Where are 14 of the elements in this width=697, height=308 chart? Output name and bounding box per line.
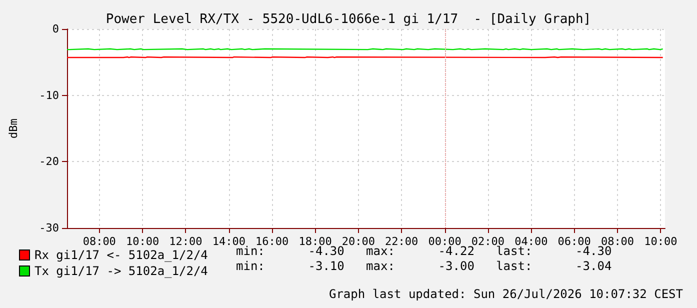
y-tick-label: -30: [39, 222, 59, 234]
y-tick-label: -20: [39, 155, 59, 168]
text: Graph last updated: Sun 26/Jul/2026 10:07:32 CEST: [328, 287, 683, 301]
y-axis-title: dBm: [7, 118, 20, 138]
x-tick-label: 08:00: [82, 235, 116, 248]
y-tick-label: -10: [39, 88, 59, 102]
x-tick-label: 10:00: [644, 235, 678, 248]
y-tick-label: 0: [52, 22, 59, 36]
chart-title: Power Level RX/TX - 5520-UdL6-1066e-1 gi 1/17 - [Daily Graph]: [106, 12, 592, 27]
x-tick-label: 10:00: [126, 235, 160, 248]
text: min: -3.10 max: -3.00 last: -3.04: [236, 259, 612, 273]
legend-label: Tx gi1/17 -> 5102a_1/2/4: [34, 264, 208, 278]
legend-label: Rx gi1/17 <- 5102a_1/2/4: [34, 248, 208, 262]
x-tick-label: 12:00: [169, 235, 202, 248]
